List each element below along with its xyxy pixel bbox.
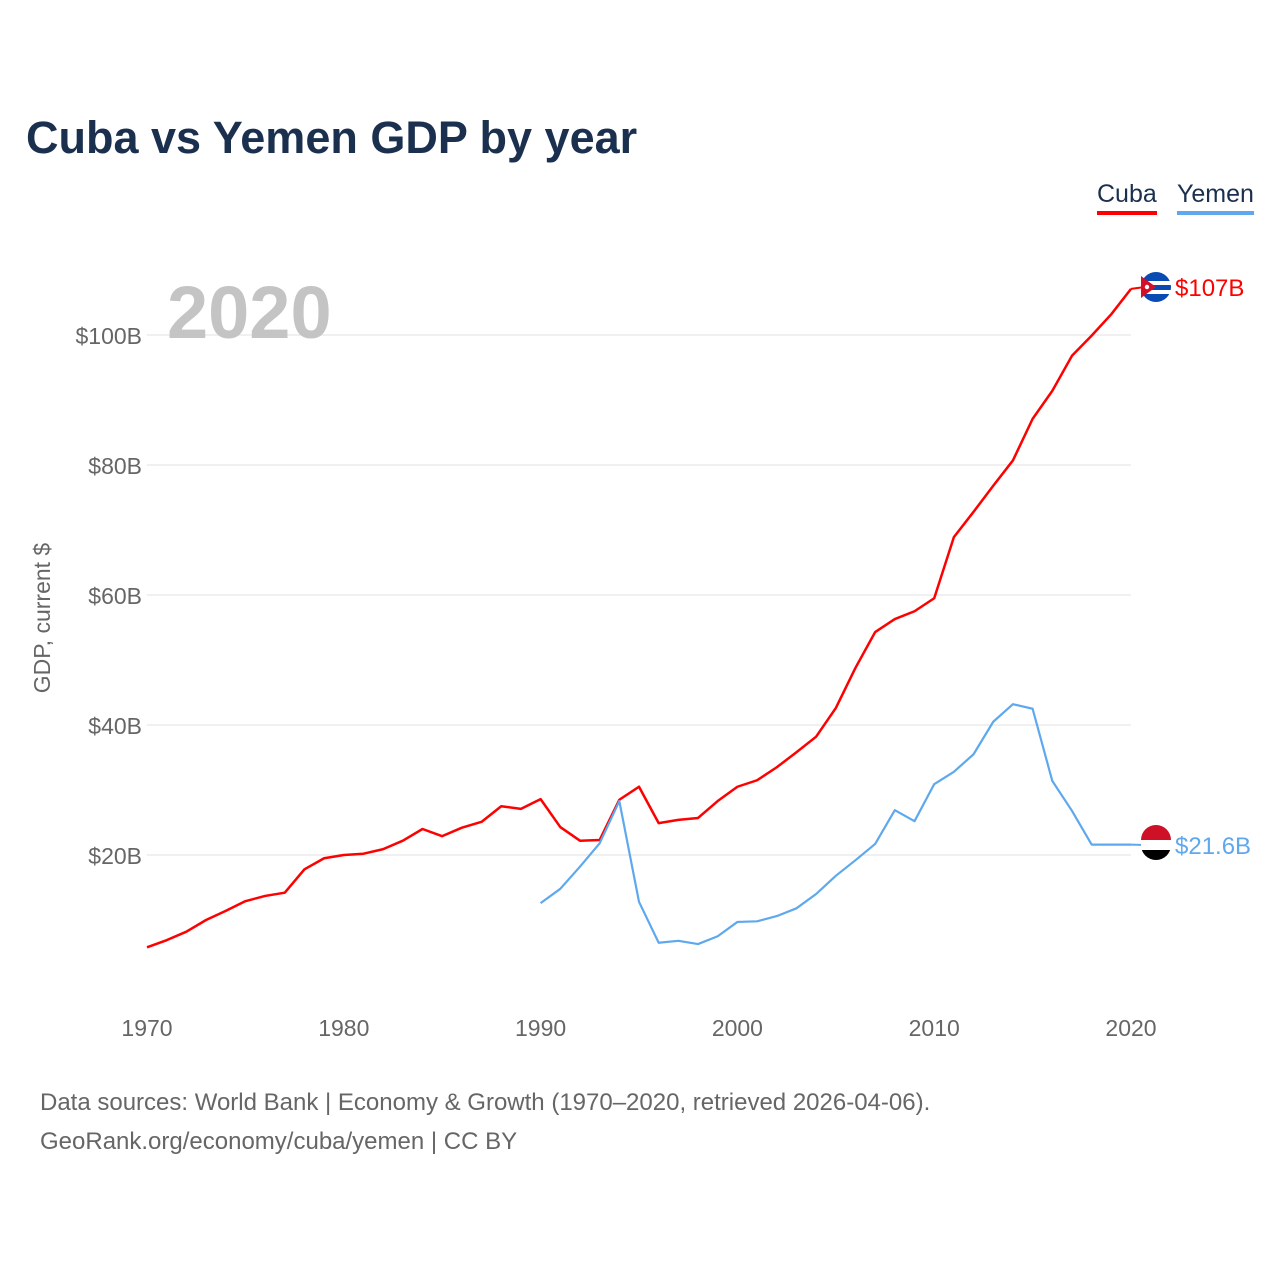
end-value-label: $21.6B	[1175, 833, 1251, 860]
series-line-cuba	[146, 288, 1132, 949]
x-tick-label: 1990	[515, 1015, 566, 1041]
source-line-2[interactable]: GeoRank.org/economy/cuba/yemen | CC BY	[40, 1128, 518, 1155]
x-tick-label: 1970	[121, 1015, 172, 1041]
legend-yemen[interactable]: Yemen	[1177, 180, 1254, 215]
y-axis-label: GDP, current $	[29, 543, 55, 694]
x-tick-label: 2020	[1105, 1015, 1156, 1041]
y-tick-label: $100B	[75, 323, 142, 349]
x-tick-label: 2000	[712, 1015, 763, 1041]
flag-stripe	[1141, 825, 1171, 840]
year-watermark: 2020	[167, 271, 332, 354]
flag-star	[1144, 284, 1150, 290]
source-line-1: Data sources: World Bank | Economy & Gro…	[40, 1089, 931, 1116]
legend-cuba[interactable]: Cuba	[1097, 180, 1157, 215]
chart-title: Cuba vs Yemen GDP by year	[26, 112, 638, 163]
y-tick-label: $20B	[88, 843, 142, 869]
flag-stripe	[1141, 290, 1171, 294]
data-source-note: Data sources: World Bank | Economy & Gro…	[40, 1083, 930, 1161]
x-tick-label: 2010	[909, 1015, 960, 1041]
series-line-yemen	[539, 703, 1131, 946]
x-tick-label: 1980	[318, 1015, 369, 1041]
end-value-label: $107B	[1175, 275, 1244, 302]
y-tick-label: $40B	[88, 713, 142, 739]
flag-stripe	[1141, 840, 1171, 850]
flag-stripe	[1141, 281, 1171, 285]
y-tick-label: $60B	[88, 583, 142, 609]
y-tick-label: $80B	[88, 453, 142, 479]
